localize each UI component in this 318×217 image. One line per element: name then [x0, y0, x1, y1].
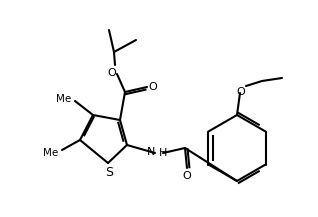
Text: N: N	[147, 147, 155, 157]
Text: Me: Me	[43, 148, 59, 158]
Text: S: S	[105, 166, 113, 179]
Text: H: H	[159, 148, 167, 158]
Text: O: O	[237, 87, 245, 97]
Text: O: O	[107, 68, 116, 78]
Text: Me: Me	[56, 94, 72, 104]
Text: O: O	[183, 171, 191, 181]
Text: O: O	[149, 82, 157, 92]
